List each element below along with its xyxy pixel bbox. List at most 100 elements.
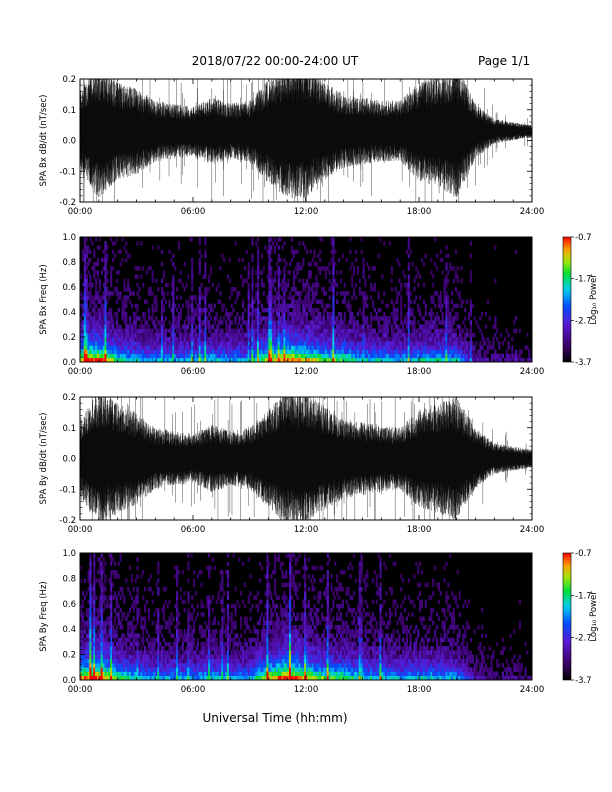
spectrogram-cell bbox=[174, 353, 177, 359]
spectrogram-cell bbox=[98, 324, 102, 329]
spectrogram-cell bbox=[130, 624, 134, 630]
spectrogram-cell bbox=[462, 320, 465, 325]
spectrogram-cell bbox=[121, 650, 124, 655]
spectrogram-cell bbox=[83, 312, 86, 317]
spectrogram-cell bbox=[208, 650, 211, 655]
spectrogram-cell bbox=[260, 353, 263, 359]
spectrogram-cell bbox=[142, 357, 145, 363]
spectrogram-cell bbox=[426, 357, 429, 363]
spectrogram-cell bbox=[338, 257, 341, 263]
spectrogram-cell bbox=[91, 637, 94, 643]
spectrogram-cell bbox=[306, 303, 309, 309]
spectrogram-cell bbox=[117, 620, 120, 626]
spectrogram-cell bbox=[473, 316, 476, 321]
spectrogram-cell bbox=[204, 249, 207, 254]
spectrogram-cell bbox=[332, 332, 335, 338]
spectrogram-cell bbox=[170, 633, 173, 638]
spectrogram-cell bbox=[368, 357, 371, 363]
spectrogram-cell bbox=[151, 328, 154, 334]
spectrogram-cell bbox=[162, 663, 166, 668]
spectrogram-cell bbox=[149, 332, 152, 338]
spectrogram-cell bbox=[419, 324, 422, 329]
spectrogram-cell bbox=[123, 245, 126, 250]
spectrogram-cell bbox=[108, 658, 111, 664]
spectrogram-cell bbox=[89, 574, 92, 579]
spectrogram-cell bbox=[140, 337, 143, 342]
spectrogram-cell bbox=[209, 663, 213, 668]
spectrogram-cell bbox=[243, 337, 247, 342]
spectrogram-cell bbox=[219, 357, 222, 363]
spectrogram-cell bbox=[83, 349, 86, 354]
spectrogram-cell bbox=[428, 324, 431, 329]
spectrogram-cell bbox=[349, 357, 352, 363]
spectrogram-cell bbox=[187, 616, 190, 622]
spectrogram-cell bbox=[140, 616, 143, 622]
spectrogram-cell bbox=[236, 328, 239, 334]
spectrogram-cell bbox=[266, 299, 269, 304]
spectrogram-cell bbox=[83, 641, 86, 647]
spectrogram-cell bbox=[381, 353, 384, 359]
spectrogram-cell bbox=[345, 349, 348, 354]
spectrogram-cell bbox=[245, 357, 248, 363]
spectrogram-cell bbox=[102, 312, 105, 317]
spectrogram-cell bbox=[336, 320, 339, 325]
spectrogram-cell bbox=[294, 345, 297, 350]
spectrogram-cell bbox=[151, 332, 154, 338]
spectrogram-cell bbox=[211, 332, 215, 338]
spectrogram-cell bbox=[80, 316, 83, 321]
spectrogram-cell bbox=[204, 241, 207, 246]
spectrogram-cell bbox=[281, 295, 284, 300]
spectrogram-cell bbox=[309, 332, 312, 338]
spectrogram-cell bbox=[85, 291, 88, 296]
spectrogram-cell bbox=[419, 312, 422, 317]
spectrogram-cell bbox=[108, 295, 111, 300]
spectrogram-cell bbox=[460, 357, 463, 363]
spectrogram-cell bbox=[110, 654, 113, 660]
spectrogram-cell bbox=[176, 295, 179, 300]
spectrogram-cell bbox=[217, 654, 220, 660]
spectrogram-cell bbox=[185, 650, 188, 655]
spectrogram-cell bbox=[513, 357, 516, 363]
spectrogram-cell bbox=[328, 262, 331, 267]
spectrogram-cell bbox=[87, 608, 90, 613]
spectrogram-cell bbox=[324, 324, 328, 329]
spectrogram-cell bbox=[104, 595, 107, 600]
spectrogram-cell bbox=[108, 641, 111, 647]
spectrogram-cell bbox=[223, 332, 226, 338]
spectrogram-cell bbox=[424, 345, 427, 350]
spectrogram-cell bbox=[211, 663, 215, 668]
spectrogram-cell bbox=[87, 586, 90, 592]
spectrogram-cell bbox=[121, 663, 124, 668]
spectrogram-cell bbox=[104, 312, 107, 317]
spectrogram-cell bbox=[149, 291, 152, 296]
spectrogram-cell bbox=[396, 332, 399, 338]
spectrogram-cell bbox=[162, 303, 166, 309]
spectrogram-cell bbox=[106, 328, 109, 334]
spectrogram-cell bbox=[304, 316, 307, 321]
spectrogram-cell bbox=[81, 633, 85, 638]
spectrogram-cell bbox=[315, 262, 318, 267]
spectrogram-cell bbox=[89, 349, 92, 354]
spectrogram-cell bbox=[198, 345, 201, 350]
spectrogram-cell bbox=[102, 341, 105, 346]
spectrogram-cell bbox=[290, 303, 294, 309]
spectrogram-cell bbox=[106, 349, 109, 354]
spectrogram-cell bbox=[176, 603, 179, 609]
spectrogram-cell bbox=[208, 565, 211, 571]
spectrogram-cell bbox=[354, 337, 358, 342]
spectrogram-cell bbox=[379, 357, 382, 363]
spectrogram-cell bbox=[87, 599, 90, 605]
spectrogram-cell bbox=[132, 320, 135, 325]
spectrogram-cell bbox=[142, 324, 145, 329]
spectrogram-cell bbox=[317, 307, 320, 313]
spectrogram-cell bbox=[311, 299, 314, 304]
spectrogram-cell bbox=[273, 353, 277, 359]
spectrogram-cell bbox=[132, 291, 135, 296]
spectrogram-cell bbox=[134, 320, 137, 325]
spectrogram-cell bbox=[238, 332, 241, 338]
spectrogram-cell bbox=[275, 320, 279, 325]
spectrogram-cell bbox=[127, 357, 130, 363]
spectrogram-cell bbox=[208, 357, 211, 363]
spectrogram-cell bbox=[130, 357, 134, 363]
spectrogram-cell bbox=[219, 654, 222, 660]
